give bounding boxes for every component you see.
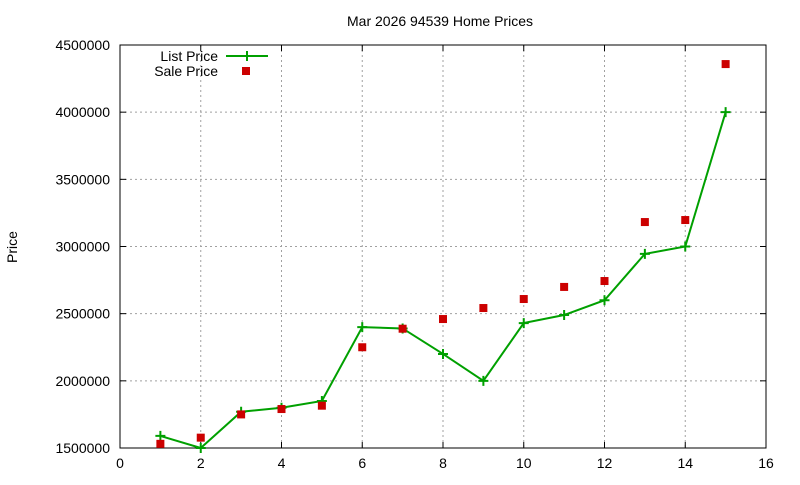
- y-tick-label: 4500000: [55, 37, 110, 53]
- y-tick-label: 3500000: [55, 171, 110, 187]
- sale-price-point: [156, 439, 165, 448]
- sale-price-point: [479, 304, 488, 313]
- sale-price-point: [560, 282, 569, 291]
- list-price-point: [680, 241, 691, 252]
- list-price-point: [639, 248, 650, 259]
- x-tick-label: 2: [197, 455, 205, 471]
- series-layer: [155, 60, 731, 453]
- y-axis-label: Price: [4, 231, 20, 263]
- x-tick-label: 10: [516, 455, 532, 471]
- y-tick-label: 3000000: [55, 239, 110, 255]
- legend-marker-list-price: [242, 51, 252, 61]
- x-tick-label: 0: [116, 455, 124, 471]
- x-tick-label: 6: [358, 455, 366, 471]
- y-tick-label: 2000000: [55, 373, 110, 389]
- x-tick-label: 16: [758, 455, 774, 471]
- sale-price-point: [196, 433, 205, 442]
- x-tick-label: 14: [677, 455, 693, 471]
- list-price-point: [357, 322, 368, 333]
- y-tick-label: 1500000: [55, 440, 110, 456]
- list-price-point: [438, 348, 448, 359]
- legend: List Price Sale Price: [154, 48, 268, 79]
- list-price-point: [478, 375, 489, 386]
- list-price-point: [518, 318, 529, 329]
- axis-ticks: 0 2 4 6 8 10 12 14 16 1500000 2000000 2500000 300000…: [55, 37, 774, 471]
- sale-price-point: [721, 60, 730, 69]
- sale-price-point: [681, 216, 690, 225]
- sale-price-point: [237, 410, 246, 419]
- x-tick-label: 4: [278, 455, 286, 471]
- legend-marker-sale-price: [242, 67, 250, 75]
- y-tick-label: 4000000: [55, 104, 110, 120]
- list-price-point: [155, 430, 166, 441]
- sale-price-point: [519, 295, 528, 304]
- plot-frame: [119, 44, 767, 449]
- sale-price-point: [398, 324, 407, 333]
- chart-title: Mar 2026 94539 Home Prices: [347, 13, 533, 29]
- x-tick-label: 8: [439, 455, 447, 471]
- x-tick-label: 12: [597, 455, 613, 471]
- sale-price-point: [277, 405, 286, 414]
- legend-label-sale-price: Sale Price: [154, 63, 218, 79]
- y-tick-label: 2500000: [55, 306, 110, 322]
- sale-price-point: [317, 401, 326, 410]
- sale-price-point: [439, 315, 447, 324]
- sale-price-point: [600, 277, 609, 286]
- list-price-point: [720, 107, 731, 118]
- sale-price-point: [358, 343, 367, 352]
- list-price-point: [195, 443, 206, 453]
- legend-label-list-price: List Price: [160, 48, 218, 64]
- list-price-point: [599, 295, 610, 306]
- sale-price-point: [640, 218, 649, 227]
- grid: [120, 45, 766, 448]
- list-price-point: [559, 310, 570, 321]
